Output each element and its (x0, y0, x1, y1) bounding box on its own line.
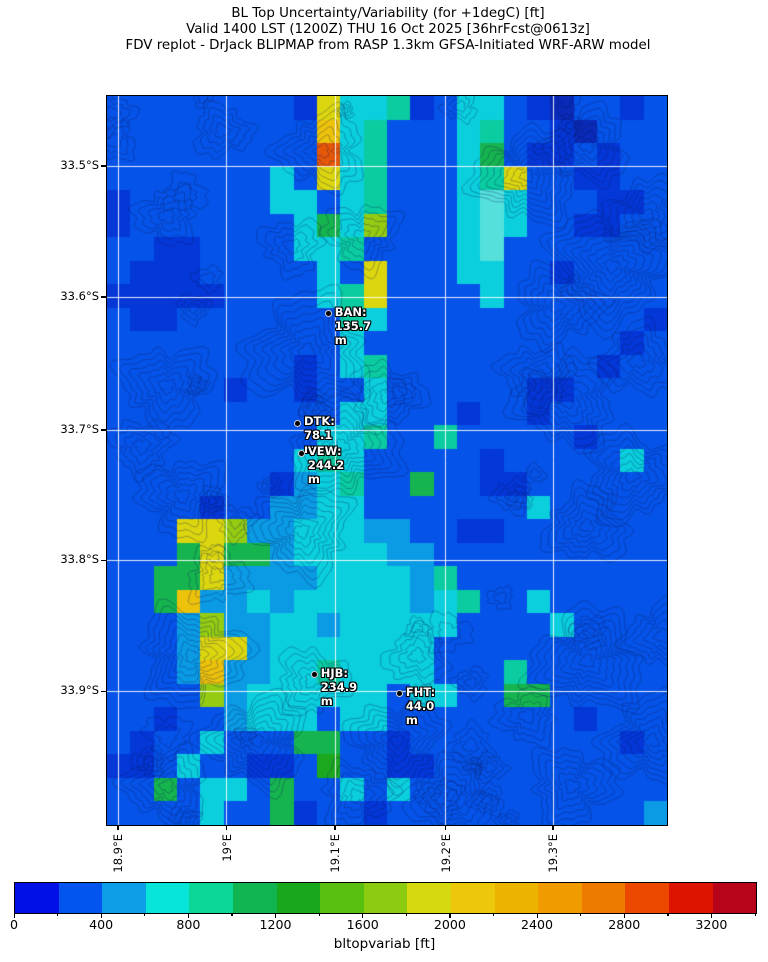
colorbar-major-tick (13, 913, 15, 918)
colorbar-minor-tick (667, 913, 669, 916)
colorbar-major-tick (449, 913, 451, 918)
map-canvas (107, 96, 667, 825)
x-tick-mark (117, 825, 119, 830)
colorbar-minor-tick (754, 913, 756, 916)
colorbar-major-tick (275, 913, 277, 918)
colorbar-label: bltopvariab [ft] (333, 936, 436, 952)
y-tick-mark (101, 429, 106, 431)
x-tick-mark (552, 825, 554, 830)
colorbar-segment-2400 (538, 883, 582, 913)
colorbar-major-tick (187, 913, 190, 918)
x-tick-label: 18.9°E (111, 834, 126, 873)
colorbar-segment-400 (102, 883, 146, 913)
colorbar-major-tick (623, 913, 625, 918)
colorbar-minor-tick (144, 913, 146, 916)
colorbar-tick-label: 1600 (346, 917, 379, 932)
colorbar-tick-label: 1200 (259, 917, 292, 932)
station-dot (298, 449, 306, 457)
y-tick-mark (101, 690, 106, 692)
colorbar-segment-1400 (320, 883, 364, 913)
colorbar-minor-tick (580, 913, 582, 916)
y-tick-label: 33.9°S (60, 683, 99, 697)
y-tick-mark (101, 296, 106, 298)
colorbar-segment-1200 (276, 883, 321, 913)
colorbar-segment-1800 (407, 883, 451, 913)
station-label: BAN: 135.7 m (334, 304, 372, 347)
colorbar-tick-label: 2800 (608, 917, 641, 932)
chart-subtitle: Valid 1400 LST (1200Z) THU 16 Oct 2025 [… (186, 22, 590, 37)
colorbar-segment-800 (189, 883, 233, 913)
colorbar-minor-tick (231, 913, 233, 916)
colorbar (14, 882, 757, 914)
x-tick-label: 19.1°E (328, 834, 343, 873)
x-tick-mark (444, 825, 446, 830)
colorbar-segment-2200 (494, 883, 539, 913)
map-frame (106, 95, 668, 826)
station-label: VEW: 244.2 m (307, 444, 345, 487)
y-tick-label: 33.6°S (60, 288, 99, 303)
colorbar-segment-1600 (363, 883, 408, 913)
colorbar-minor-tick (405, 913, 407, 916)
colorbar-tick-label: 3200 (695, 917, 728, 932)
x-tick-label: 19.3°E (546, 834, 561, 873)
y-tick-label: 33.7°S (60, 421, 99, 436)
y-tick-mark (101, 559, 106, 561)
station-dot (311, 671, 319, 679)
station-dot (396, 690, 404, 698)
colorbar-minor-tick (318, 913, 320, 916)
colorbar-major-tick (362, 913, 364, 918)
colorbar-segment-2000 (450, 883, 495, 913)
colorbar-segment-2800 (625, 883, 669, 913)
station-dot (294, 419, 302, 427)
chart-title: BL Top Uncertainty/Variability (for +1de… (231, 6, 545, 21)
colorbar-segment-200 (58, 883, 103, 913)
colorbar-tick-label: 800 (176, 917, 201, 932)
colorbar-segment-3000 (668, 883, 713, 913)
station-label: HJB: 234.9 m (320, 665, 358, 708)
colorbar-tick-label: 2400 (521, 917, 554, 932)
x-tick-mark (225, 825, 227, 830)
chart-source: FDV replot - DrJack BLIPMAP from RASP 1.… (125, 38, 651, 53)
y-tick-mark (101, 165, 106, 167)
colorbar-segment-3200 (712, 883, 757, 913)
colorbar-major-tick (710, 913, 713, 918)
colorbar-segment-600 (145, 883, 190, 913)
colorbar-tick-label: 0 (9, 917, 19, 932)
colorbar-tick-label: 400 (89, 917, 114, 932)
colorbar-major-tick (100, 913, 102, 918)
station-dot (325, 310, 333, 318)
colorbar-tick-label: 2000 (433, 917, 466, 932)
colorbar-minor-tick (492, 913, 495, 916)
colorbar-major-tick (536, 913, 538, 918)
y-tick-label: 33.5°S (60, 157, 99, 172)
station-label: DTK: 78.1 m (303, 414, 335, 457)
x-tick-mark (334, 825, 336, 830)
colorbar-minor-tick (57, 913, 59, 916)
x-tick-label: 19°E (219, 834, 234, 862)
colorbar-segment-1000 (232, 883, 277, 913)
colorbar-segment-2600 (581, 883, 626, 913)
station-label: FHT: 44.0 m (405, 684, 436, 727)
colorbar-segment-0 (15, 883, 59, 913)
x-tick-label: 19.2°E (438, 834, 453, 873)
y-tick-label: 33.8°S (60, 552, 99, 566)
